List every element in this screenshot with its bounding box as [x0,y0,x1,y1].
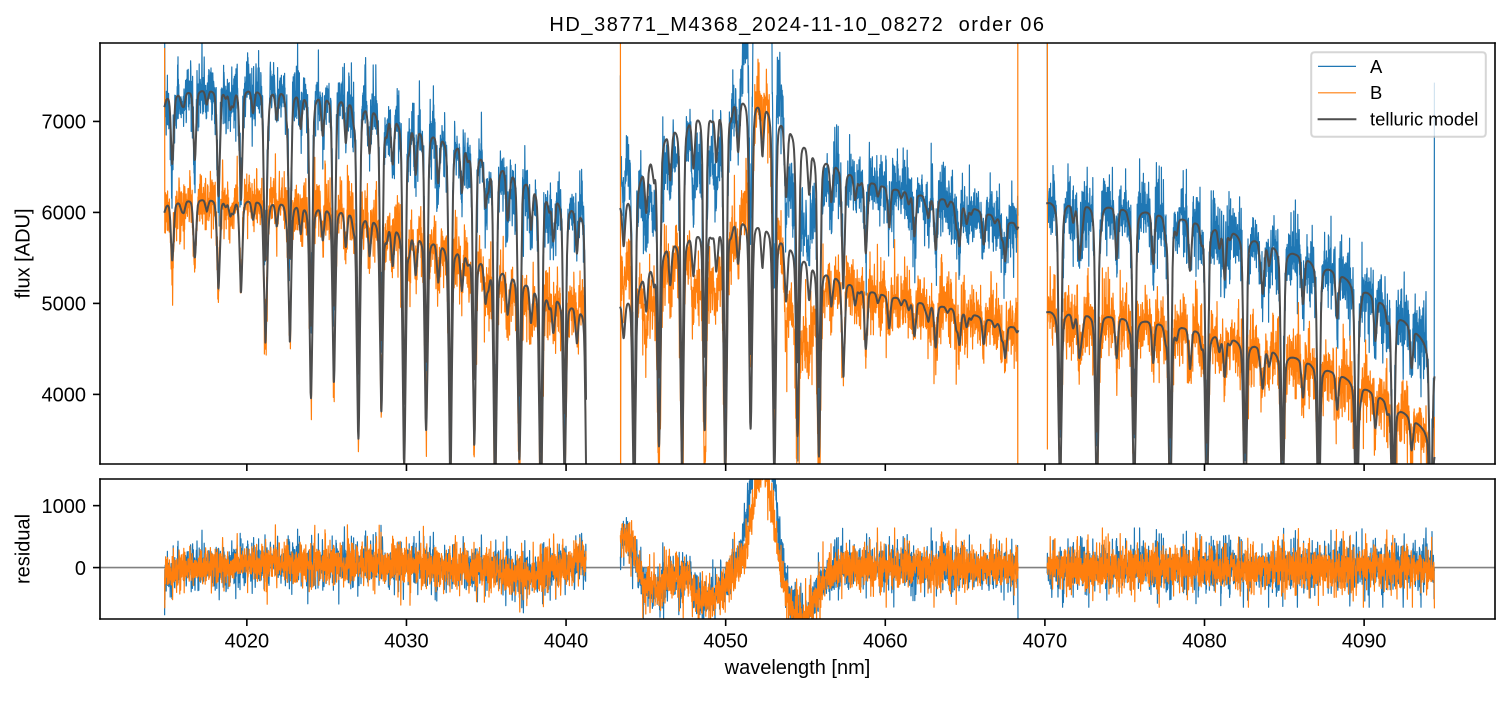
svg-text:4020: 4020 [225,630,270,652]
svg-text:flux [ADU]: flux [ADU] [12,208,34,298]
svg-text:B: B [1370,82,1382,103]
svg-text:4040: 4040 [544,630,589,652]
svg-text:A: A [1370,56,1383,77]
svg-text:4050: 4050 [703,630,748,652]
svg-text:4090: 4090 [1342,630,1387,652]
svg-text:0: 0 [75,558,86,580]
svg-text:7000: 7000 [42,112,87,134]
svg-text:residual: residual [12,514,34,584]
svg-text:4080: 4080 [1182,630,1227,652]
svg-text:4070: 4070 [1023,630,1068,652]
svg-text:telluric model: telluric model [1370,109,1478,130]
svg-text:5000: 5000 [42,294,87,316]
svg-text:4030: 4030 [384,630,429,652]
svg-text:4000: 4000 [42,385,87,407]
svg-text:4060: 4060 [863,630,908,652]
svg-text:HD_38771_M4368_2024-11-10_0827: HD_38771_M4368_2024-11-10_08272 order 06 [549,14,1045,36]
svg-text:wavelength [nm]: wavelength [nm] [724,657,871,679]
svg-text:1000: 1000 [42,496,87,518]
svg-text:6000: 6000 [42,203,87,225]
